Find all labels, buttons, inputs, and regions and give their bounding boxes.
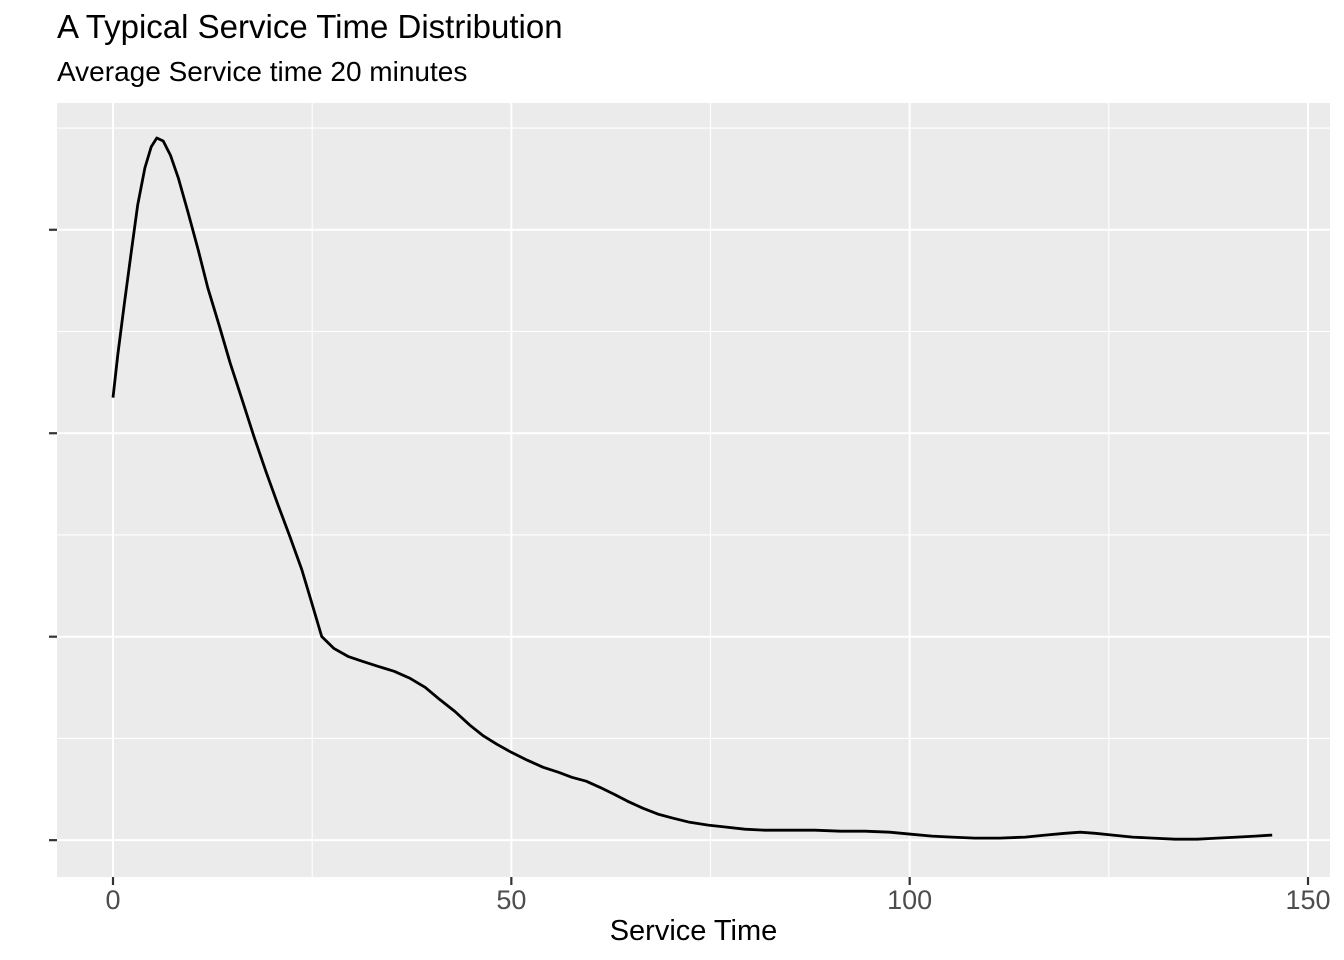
x-tick-label: 150 <box>1285 885 1330 915</box>
x-tick-label: 50 <box>496 885 526 915</box>
x-tick-label: 0 <box>105 885 120 915</box>
x-axis-title: Service Time <box>609 915 778 947</box>
chart-title: A Typical Service Time Distribution <box>57 8 563 45</box>
density-curve <box>111 136 1273 841</box>
chart-subtitle: Average Service time 20 minutes <box>57 56 468 87</box>
x-tick-label: 100 <box>887 885 932 915</box>
panel-background <box>57 103 1330 877</box>
